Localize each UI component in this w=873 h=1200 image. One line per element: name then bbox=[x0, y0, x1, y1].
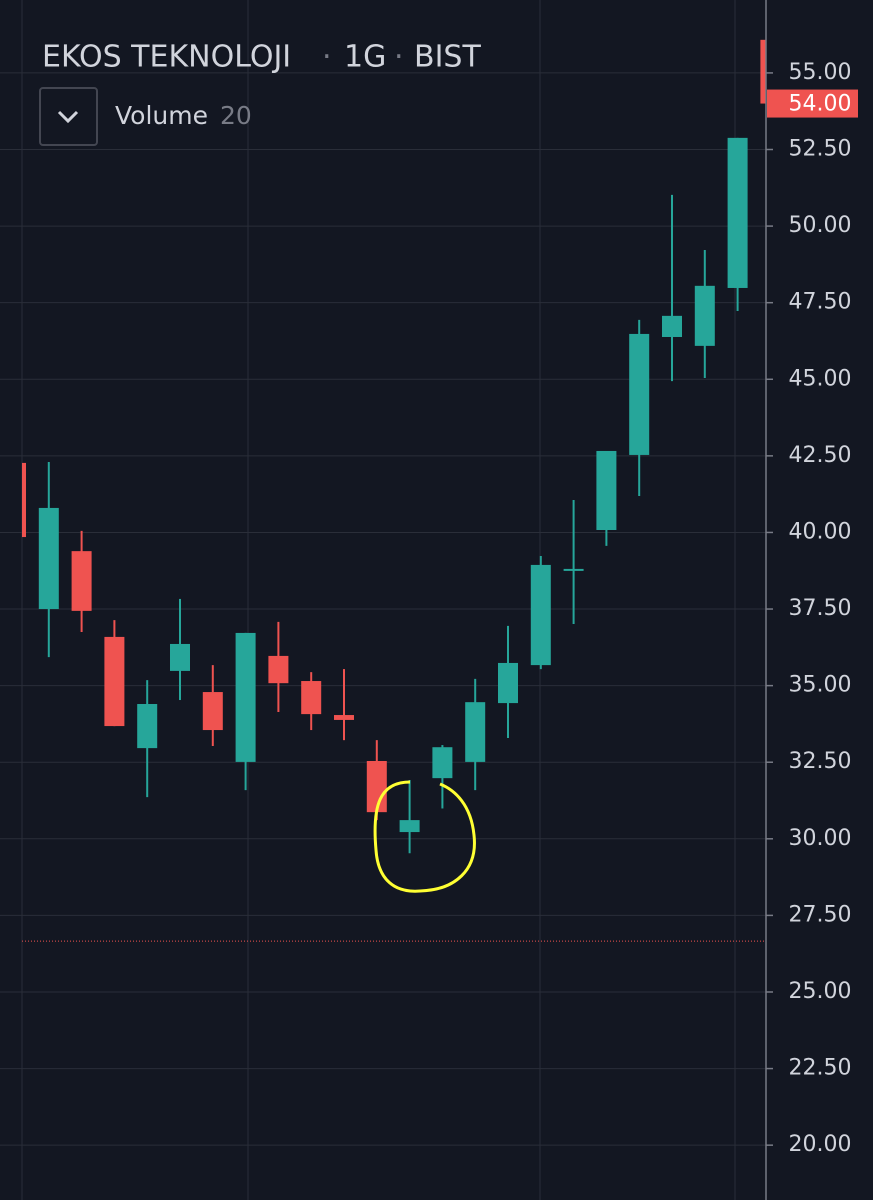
candle-body bbox=[235, 632, 256, 762]
candle-body bbox=[629, 333, 650, 455]
candle-body bbox=[694, 285, 715, 346]
candle-body bbox=[301, 681, 322, 715]
y-tick-label: 27.50 bbox=[789, 902, 852, 927]
candle-body bbox=[170, 643, 190, 671]
candle-body bbox=[727, 137, 748, 288]
candle-body bbox=[760, 39, 766, 104]
y-tick-label: 45.00 bbox=[789, 366, 852, 391]
button-frame[interactable] bbox=[39, 87, 98, 146]
interval: 1G bbox=[344, 40, 386, 75]
candle-body bbox=[104, 636, 125, 727]
candle-body bbox=[334, 715, 354, 720]
hand-drawn-circle bbox=[373, 780, 476, 893]
candle-body bbox=[38, 507, 59, 610]
candle-body bbox=[71, 551, 92, 611]
legend: EKOS TEKNOLOJI · 1G · BIST Volume 20 bbox=[39, 40, 481, 146]
y-tick-label: 37.50 bbox=[789, 596, 852, 621]
candle-body bbox=[662, 315, 682, 337]
y-tick-label: 55.00 bbox=[789, 60, 852, 85]
candle-body bbox=[465, 702, 486, 762]
indicator-name: Volume bbox=[115, 101, 208, 130]
indicator-length: 20 bbox=[220, 101, 252, 130]
y-tick-label: 35.00 bbox=[789, 673, 852, 698]
candle-body bbox=[399, 820, 420, 833]
candle-body bbox=[498, 662, 518, 704]
chevron-icon[interactable] bbox=[57, 110, 79, 124]
price-axis: 20.00 22.50 25.00 27.50 30.00 32.50 35.00 37.50… bbox=[766, 60, 858, 1157]
y-tick-label: 25.00 bbox=[789, 979, 852, 1004]
y-tick-label: 50.00 bbox=[789, 213, 852, 238]
collapse-button[interactable] bbox=[39, 87, 98, 146]
separator: · bbox=[394, 40, 404, 75]
y-tick-label: 32.50 bbox=[789, 749, 852, 774]
y-tick-label: 22.50 bbox=[789, 1056, 852, 1081]
candle-body bbox=[366, 760, 387, 813]
separator: · bbox=[322, 40, 332, 75]
candle-body bbox=[22, 462, 26, 538]
candle-body bbox=[202, 692, 223, 731]
y-tick-label: 40.00 bbox=[789, 519, 852, 544]
exchange: BIST bbox=[414, 40, 481, 75]
last-price-box bbox=[767, 89, 858, 118]
candle-body bbox=[432, 747, 453, 779]
y-tick-label: 20.00 bbox=[789, 1132, 852, 1157]
candle-body bbox=[596, 450, 617, 530]
y-tick-label: 30.00 bbox=[789, 826, 852, 851]
y-tick-label: 42.50 bbox=[789, 443, 852, 468]
candle-body bbox=[530, 564, 551, 666]
y-tick-label: 47.50 bbox=[789, 290, 852, 315]
candle-body bbox=[563, 568, 584, 571]
candle-body bbox=[268, 655, 289, 684]
candles bbox=[22, 39, 766, 854]
last-price-label: 54.00 bbox=[789, 92, 852, 117]
y-tick-label: 52.50 bbox=[789, 137, 852, 162]
symbol-title: EKOS TEKNOLOJI bbox=[42, 40, 291, 75]
candle-body bbox=[137, 704, 158, 749]
